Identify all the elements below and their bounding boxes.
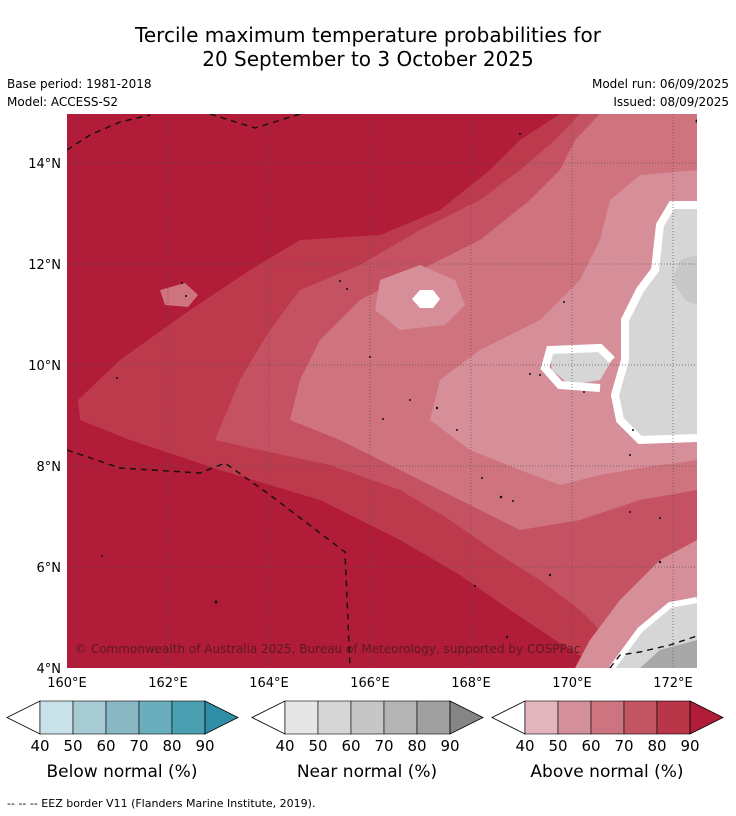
above-colorbar-over-arrow	[689, 700, 724, 735]
lon-tick-170: 170°E	[552, 676, 592, 691]
above-normal-colorbar: 40 50 60 70 80 90	[491, 700, 724, 755]
graticule	[67, 114, 697, 668]
below-colorbar-bin-1	[72, 700, 107, 735]
above-colorbar-bin-2	[590, 700, 625, 735]
above-colorbar-under-arrow	[491, 700, 526, 735]
lat-tick-14: 14°N	[28, 157, 61, 172]
below-colorbar-tick-80: 80	[162, 737, 181, 755]
white-spot	[412, 290, 440, 308]
eez-borders	[67, 114, 697, 668]
model-text: Model: ACCESS-S2	[7, 95, 119, 109]
lon-tick-162: 162°E	[148, 676, 188, 691]
se-boundary	[609, 597, 697, 668]
near-colorbar-tick-90: 90	[440, 737, 459, 755]
issued-text: Issued: 08/09/2025	[613, 95, 729, 109]
below-colorbar-bin-2	[105, 700, 140, 735]
model-run-text: Model run: 06/09/2025	[591, 77, 729, 91]
above-colorbar-tick-70: 70	[614, 737, 633, 755]
lat-tick-12: 12°N	[28, 258, 61, 273]
category-boundary-east	[610, 201, 697, 445]
above-colorbar-tick-80: 80	[647, 737, 666, 755]
near-colorbar-over-arrow	[449, 700, 484, 735]
near-colorbar-under-arrow	[251, 700, 286, 735]
lon-tick-166: 166°E	[350, 676, 390, 691]
lat-axis: 14°N 12°N 10°N 8°N 6°N 4°N	[28, 157, 61, 677]
above-colorbar-bin-0	[524, 700, 559, 735]
below-colorbar-bin-4	[171, 700, 206, 735]
lon-tick-160: 160°E	[47, 676, 87, 691]
lon-axis: 160°E 162°E 164°E 166°E 168°E 170°E 172°…	[47, 676, 693, 691]
near-colorbar-bin-4	[416, 700, 451, 735]
near-colorbar-tick-40: 40	[275, 737, 294, 755]
copyright-text: © Commonwealth of Australia 2025, Bureau…	[75, 642, 580, 656]
near-colorbar-tick-80: 80	[407, 737, 426, 755]
near-colorbar-tick-50: 50	[308, 737, 327, 755]
eez-footer-note: -- -- -- EEZ border V11 (Flanders Marine…	[7, 797, 316, 810]
lat-tick-6: 6°N	[37, 561, 62, 576]
near-40-region-b	[550, 348, 612, 385]
lon-tick-172: 172°E	[653, 676, 693, 691]
above-colorbar-tick-60: 60	[581, 737, 600, 755]
below-colorbar-tick-60: 60	[96, 737, 115, 755]
below-colorbar-tick-40: 40	[30, 737, 49, 755]
near-colorbar-tick-70: 70	[374, 737, 393, 755]
below-colorbar-under-arrow	[6, 700, 41, 735]
below-colorbar-tick-50: 50	[63, 737, 82, 755]
above-colorbar-bin-4	[656, 700, 691, 735]
base-period-text: Base period: 1981-2018	[7, 77, 152, 91]
near-normal-label: Near normal (%)	[296, 762, 438, 782]
below-normal-label: Below normal (%)	[46, 762, 198, 782]
below-normal-colorbar: 40 50 60 70 80 90	[6, 700, 239, 755]
below-colorbar-tick-90: 90	[195, 737, 214, 755]
above-colorbar-tick-90: 90	[680, 737, 699, 755]
lon-tick-164: 164°E	[249, 676, 289, 691]
map-fill-layers	[67, 114, 697, 668]
near-normal-colorbar: 40 50 60 70 80 90	[251, 700, 484, 755]
lon-tick-168: 168°E	[451, 676, 491, 691]
above-colorbar-bin-3	[623, 700, 658, 735]
se-near-dark	[640, 640, 697, 668]
meta-right: Model run: 06/09/2025 Issued: 08/09/2025	[592, 75, 729, 111]
above-normal-label: Above normal (%)	[530, 762, 684, 782]
below-colorbar-tick-70: 70	[129, 737, 148, 755]
above-colorbar-tick-50: 50	[548, 737, 567, 755]
lat-tick-8: 8°N	[37, 460, 62, 475]
near-50-region	[672, 255, 697, 305]
near-colorbar-bin-1	[317, 700, 352, 735]
below-colorbar-bin-0	[39, 700, 74, 735]
category-boundary-west	[540, 343, 615, 392]
islands	[101, 119, 697, 639]
lat-tick-4: 4°N	[37, 662, 62, 677]
map-title-line-1: Tercile maximum temperature probabilitie…	[135, 23, 601, 47]
meta-left: Base period: 1981-2018 Model: ACCESS-S2	[7, 75, 152, 111]
above-60-patch	[160, 283, 198, 307]
below-colorbar-bin-3	[138, 700, 173, 735]
near-colorbar-bin-2	[350, 700, 385, 735]
colorbars: 40 50 60 70 80 90 40 50 60 70 80 90 40 50 60 70 80 90	[6, 700, 724, 755]
near-colorbar-bin-3	[383, 700, 418, 735]
near-colorbar-bin-0	[284, 700, 319, 735]
lat-tick-10: 10°N	[28, 359, 61, 374]
below-colorbar-over-arrow	[204, 700, 239, 735]
map-title-line-2: 20 September to 3 October 2025	[202, 47, 534, 71]
above-colorbar-bin-1	[557, 700, 592, 735]
near-colorbar-tick-60: 60	[341, 737, 360, 755]
above-colorbar-tick-40: 40	[515, 737, 534, 755]
